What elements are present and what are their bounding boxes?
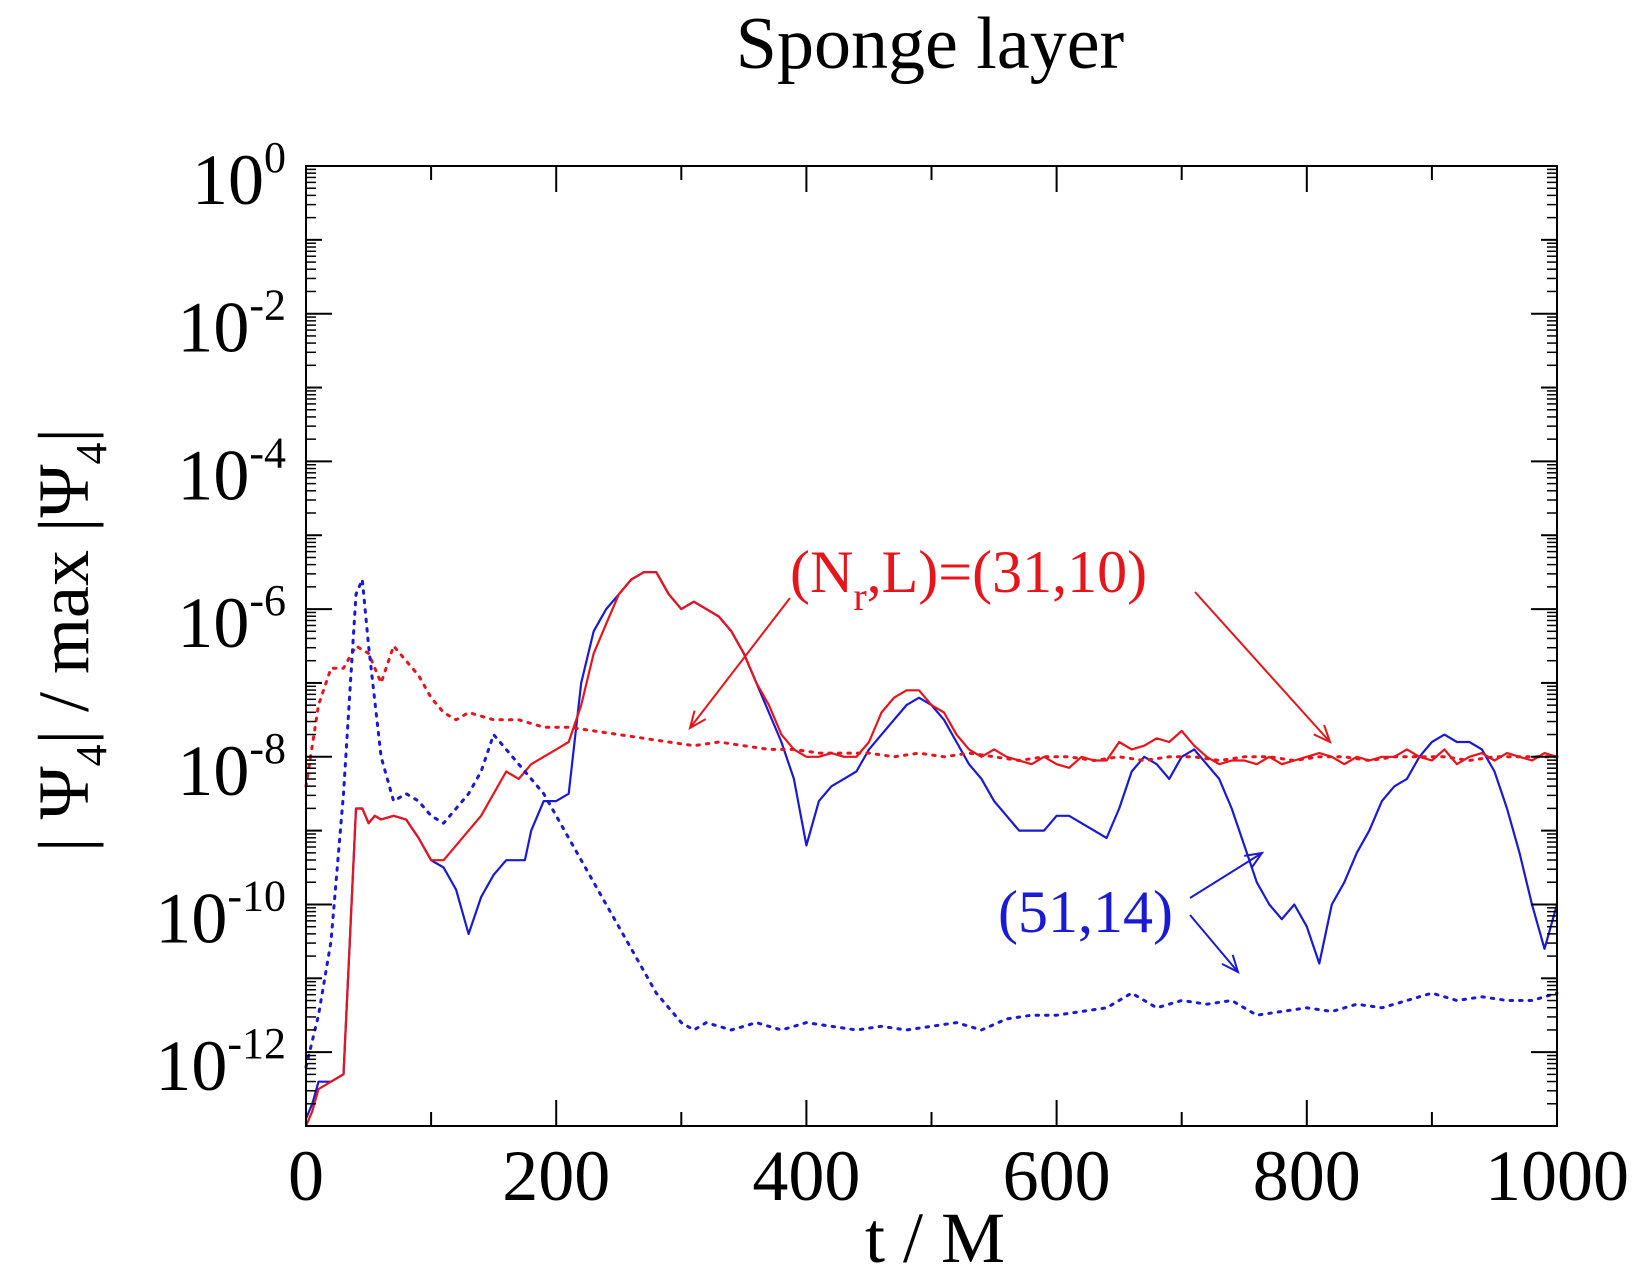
y-axis-label-part: | / max |Ψ bbox=[24, 464, 104, 744]
annotation-blue-arrow-down bbox=[1189, 914, 1239, 973]
y-tick-exp: -12 bbox=[227, 1019, 286, 1068]
y-tick-base: 10 bbox=[155, 1026, 227, 1106]
y-tick-exp: -8 bbox=[249, 724, 286, 773]
series-line-2 bbox=[304, 571, 1558, 1127]
series-layer bbox=[304, 571, 1559, 1127]
y-tick-label: 10-4 bbox=[177, 428, 286, 515]
y-tick-exp: -6 bbox=[249, 576, 286, 625]
y-axis-label-part: | bbox=[24, 428, 104, 442]
annotation-red-arrow-right-head bbox=[1313, 724, 1332, 744]
annotation-blue-arrow-down-head bbox=[1221, 954, 1240, 974]
y-axis-label: | Ψ4| / max |Ψ4| bbox=[24, 428, 116, 852]
annotation-blue-arrow-up bbox=[1189, 852, 1263, 899]
y-tick-label: 10-6 bbox=[177, 576, 286, 663]
y-tick-base: 10 bbox=[177, 435, 249, 515]
x-tick-label: 1000 bbox=[1485, 1136, 1629, 1216]
y-axis-label-part: | Ψ bbox=[24, 766, 104, 852]
x-tick-label: 0 bbox=[288, 1136, 324, 1216]
annotation-red-arrow-left bbox=[689, 597, 791, 729]
y-tick-base: 10 bbox=[155, 878, 227, 958]
annotation-red-part: (N bbox=[790, 539, 853, 605]
y-tick-label: 10-12 bbox=[155, 1019, 286, 1106]
annotation-red-arrow-right bbox=[1194, 591, 1331, 743]
annotation-blue-label: (51,14) bbox=[998, 879, 1173, 945]
y-tick-base: 10 bbox=[177, 731, 249, 811]
x-tick-label: 200 bbox=[502, 1136, 610, 1216]
annotation-red-label: (Nr,L)=(31,10) bbox=[790, 539, 1147, 619]
y-tick-exp: -4 bbox=[249, 428, 286, 477]
y-axis-label-sub: 4 bbox=[67, 442, 116, 464]
annotation-red-part: ,L)=(31,10) bbox=[867, 539, 1147, 605]
annotation-blue-arrow-up-head bbox=[1244, 851, 1265, 869]
y-tick-label: 10-2 bbox=[177, 281, 286, 368]
annotation-layer: (Nr,L)=(31,10) (51,14) bbox=[688, 539, 1332, 974]
x-axis-label: t / M bbox=[865, 1198, 1005, 1275]
annotation-red-arrow-left-head bbox=[688, 710, 707, 731]
y-tick-base: 10 bbox=[177, 583, 249, 663]
y-tick-exp: -2 bbox=[249, 281, 286, 330]
y-tick-label: 10-8 bbox=[177, 724, 286, 811]
y-tick-exp: 0 bbox=[264, 133, 286, 182]
y-tick-base: 10 bbox=[177, 288, 249, 368]
x-tick-label: 800 bbox=[1253, 1136, 1361, 1216]
y-tick-label: 10-10 bbox=[155, 871, 286, 958]
series-line-4 bbox=[304, 578, 1559, 1069]
y-tick-base: 10 bbox=[192, 140, 264, 220]
y-tick-label: 100 bbox=[192, 133, 286, 220]
axis-layer: 0 200 400 600 800 100010010-210-410-610-810-1… bbox=[155, 133, 1629, 1216]
chart-title: Sponge layer bbox=[736, 3, 1124, 85]
y-axis-label-sub: 4 bbox=[67, 744, 116, 766]
series-line-1 bbox=[304, 571, 1559, 1120]
plot-frame bbox=[305, 165, 1558, 1127]
series-line-3 bbox=[304, 644, 1559, 788]
x-tick-label: 600 bbox=[1003, 1136, 1111, 1216]
x-tick-label: 400 bbox=[752, 1136, 860, 1216]
y-tick-exp: -10 bbox=[227, 871, 286, 920]
annotation-red-sub: r bbox=[853, 574, 866, 619]
